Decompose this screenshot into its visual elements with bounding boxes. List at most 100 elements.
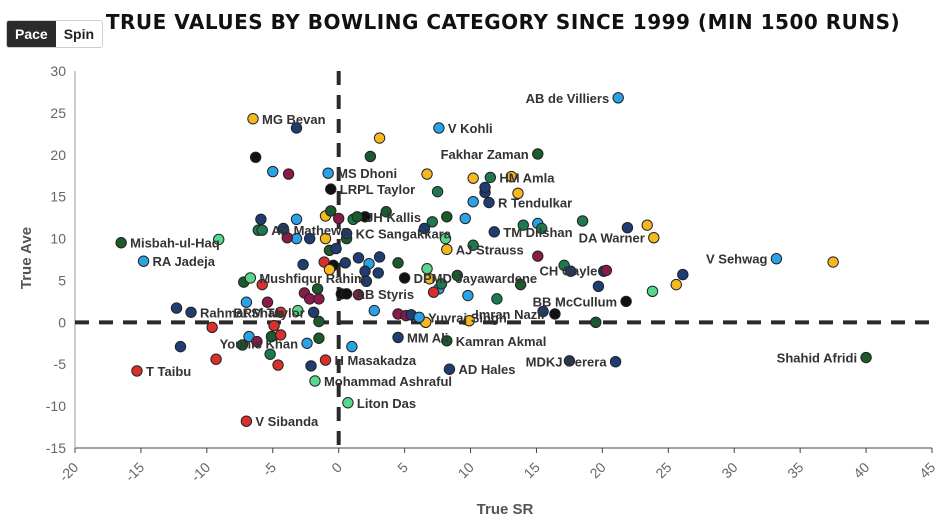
scatter-point[interactable] (467, 172, 479, 184)
scatter-point-labeled[interactable] (340, 288, 353, 300)
scatter-point[interactable] (281, 232, 293, 244)
scatter-point[interactable] (360, 275, 373, 287)
scatter-point[interactable] (576, 215, 589, 227)
scatter-point[interactable] (305, 360, 317, 372)
scatter-point[interactable] (677, 268, 689, 281)
scatter-point-labeled[interactable] (600, 264, 613, 277)
pace-toggle-button[interactable]: Pace (7, 21, 56, 47)
scatter-point[interactable] (670, 278, 682, 291)
scatter-point[interactable] (303, 232, 316, 245)
scatter-point-labeled[interactable] (244, 272, 257, 284)
scatter-point[interactable] (255, 213, 267, 225)
scatter-point[interactable] (323, 263, 336, 276)
scatter-point[interactable] (213, 233, 225, 246)
scatter-point-labeled[interactable] (620, 295, 632, 308)
scatter-point-labeled[interactable] (247, 113, 259, 125)
scatter-point-labeled[interactable] (433, 122, 445, 134)
scatter-point[interactable] (332, 212, 345, 225)
scatter-point[interactable] (563, 355, 576, 367)
scatter-point[interactable] (505, 170, 518, 183)
scatter-point[interactable] (290, 213, 303, 225)
scatter-point[interactable] (459, 212, 471, 225)
scatter-point-labeled[interactable] (342, 397, 354, 409)
scatter-point[interactable] (536, 222, 548, 235)
scatter-point[interactable] (236, 339, 249, 351)
scatter-point[interactable] (313, 293, 325, 305)
scatter-point[interactable] (297, 258, 309, 271)
scatter-point-labeled[interactable] (609, 356, 622, 368)
scatter-point[interactable] (621, 221, 634, 234)
scatter-point-labeled[interactable] (398, 272, 411, 284)
scatter-point[interactable] (537, 305, 549, 318)
scatter-point[interactable] (240, 296, 253, 308)
scatter-point-labeled[interactable] (325, 183, 337, 195)
scatter-point[interactable] (170, 302, 183, 314)
scatter-point[interactable] (491, 293, 503, 305)
scatter-point[interactable] (352, 288, 365, 301)
scatter-point[interactable] (319, 232, 332, 245)
scatter-point[interactable] (418, 222, 431, 235)
scatter-point-labeled[interactable] (413, 311, 425, 324)
scatter-point[interactable] (467, 195, 479, 208)
scatter-point-labeled[interactable] (443, 363, 456, 375)
scatter-point-labeled[interactable] (441, 243, 453, 256)
scatter-point-labeled[interactable] (860, 351, 872, 364)
scatter-point[interactable] (174, 340, 187, 353)
scatter-point[interactable] (423, 273, 436, 285)
scatter-point-labeled[interactable] (340, 227, 353, 240)
scatter-point[interactable] (427, 286, 440, 298)
scatter-point[interactable] (421, 168, 433, 180)
scatter-point[interactable] (565, 265, 577, 277)
scatter-point[interactable] (346, 340, 358, 353)
scatter-point-labeled[interactable] (483, 196, 495, 209)
scatter-point[interactable] (590, 316, 602, 329)
scatter-point-labeled[interactable] (322, 167, 334, 179)
scatter-point[interactable] (827, 256, 839, 268)
scatter-point-labeled[interactable] (115, 237, 127, 249)
scatter-point[interactable] (451, 269, 464, 282)
scatter-point[interactable] (339, 257, 351, 269)
scatter-point-labeled[interactable] (612, 92, 624, 104)
scatter-point[interactable] (435, 278, 448, 290)
scatter-point[interactable] (517, 219, 529, 231)
scatter-point[interactable] (272, 359, 284, 371)
spin-toggle-button[interactable]: Spin (55, 21, 103, 47)
scatter-point-labeled[interactable] (392, 331, 404, 344)
scatter-point[interactable] (479, 181, 491, 194)
scatter-point[interactable] (274, 306, 287, 318)
scatter-point[interactable] (373, 132, 386, 144)
scatter-point[interactable] (364, 150, 377, 163)
scatter-point-labeled[interactable] (488, 226, 500, 238)
scatter-point[interactable] (267, 165, 279, 178)
scatter-point[interactable] (380, 206, 392, 218)
scatter-point[interactable] (512, 187, 524, 200)
scatter-point-labeled[interactable] (770, 252, 783, 265)
scatter-point[interactable] (392, 257, 404, 269)
scatter-point-labeled[interactable] (351, 211, 363, 223)
scatter-point[interactable] (532, 250, 544, 262)
scatter-point[interactable] (467, 239, 479, 251)
scatter-point-labeled[interactable] (441, 335, 453, 347)
scatter-point-labeled[interactable] (131, 365, 143, 377)
scatter-point-labeled[interactable] (185, 306, 197, 318)
scatter-point[interactable] (325, 205, 337, 217)
scatter-point[interactable] (426, 216, 439, 228)
scatter-point-labeled[interactable] (240, 415, 253, 427)
scatter-point[interactable] (441, 211, 453, 223)
scatter-point[interactable] (264, 348, 276, 360)
scatter-point[interactable] (249, 151, 262, 163)
scatter-point[interactable] (243, 330, 255, 343)
scatter-point[interactable] (330, 242, 342, 255)
scatter-point-labeled[interactable] (484, 171, 497, 184)
scatter-point[interactable] (290, 122, 303, 134)
scatter-point-labeled[interactable] (648, 232, 660, 244)
scatter-point[interactable] (641, 219, 653, 231)
scatter-point[interactable] (373, 251, 386, 263)
scatter-point[interactable] (313, 332, 325, 344)
scatter-point-labeled[interactable] (301, 337, 313, 349)
scatter-point[interactable] (292, 304, 304, 317)
scatter-point-labeled[interactable] (549, 308, 561, 320)
scatter-point-labeled[interactable] (319, 354, 332, 366)
scatter-point[interactable] (268, 319, 280, 332)
scatter-point[interactable] (431, 185, 444, 198)
